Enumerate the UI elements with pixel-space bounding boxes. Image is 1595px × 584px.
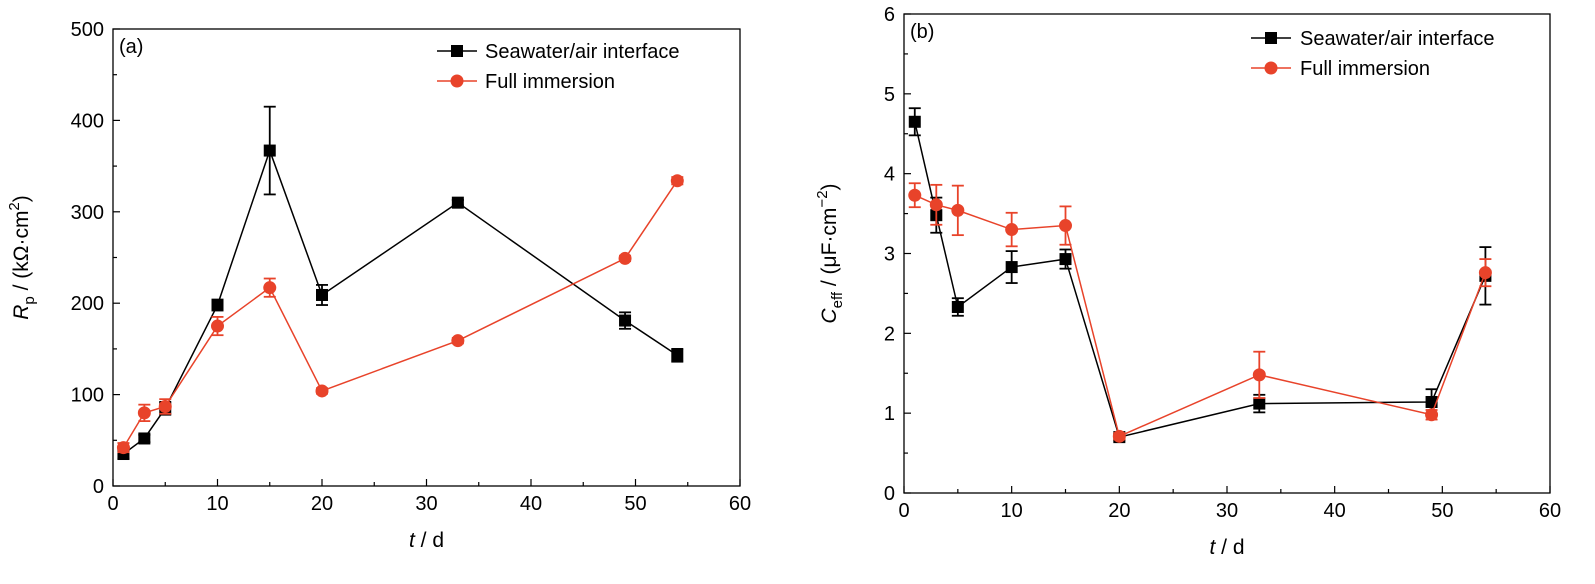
data-point bbox=[1478, 266, 1492, 280]
x-tick-label: 50 bbox=[1431, 500, 1453, 522]
data-point bbox=[671, 349, 684, 362]
x-tick-label: 40 bbox=[520, 493, 542, 515]
data-point bbox=[908, 115, 921, 128]
y-tick-label: 0 bbox=[884, 483, 895, 505]
y-tick-label: 300 bbox=[71, 202, 104, 224]
y-tick-label: 500 bbox=[71, 19, 104, 41]
y-tick-label: 400 bbox=[71, 110, 104, 132]
x-tick-label: 40 bbox=[1324, 500, 1346, 522]
legend-marker bbox=[1265, 32, 1277, 44]
legend-label: Full immersion bbox=[1300, 58, 1430, 80]
series-line bbox=[123, 148, 678, 455]
data-point bbox=[263, 144, 276, 157]
y-tick-label: 200 bbox=[71, 293, 104, 315]
legend-entry: Full immersion bbox=[437, 71, 615, 93]
data-point bbox=[1253, 397, 1266, 410]
y-tick-label: 3 bbox=[884, 244, 895, 266]
x-tick-label: 0 bbox=[107, 493, 118, 515]
series-full-immersion bbox=[908, 182, 1492, 443]
y-axis-title: Ceff / (μF·cm−2) bbox=[814, 183, 846, 323]
x-tick-label: 10 bbox=[206, 493, 228, 515]
y-tick-label: 5 bbox=[884, 84, 895, 106]
series-seawater-air-interface bbox=[908, 107, 1492, 444]
data-point bbox=[1425, 408, 1439, 422]
data-point bbox=[951, 300, 964, 313]
data-point bbox=[929, 198, 943, 212]
x-tick-label: 10 bbox=[1001, 500, 1023, 522]
data-point bbox=[138, 432, 151, 445]
legend-entry: Seawater/air interface bbox=[1251, 28, 1495, 50]
x-tick-label: 20 bbox=[311, 493, 333, 515]
y-tick-label: 1 bbox=[884, 403, 895, 425]
legend-entry: Seawater/air interface bbox=[437, 41, 680, 63]
chart-panel-a: 0 10 20 30 40 50 60 0 100 200 300 400 500 (a) t / d Rp … bbox=[6, 19, 751, 552]
data-point bbox=[1112, 429, 1126, 443]
data-point bbox=[451, 196, 464, 209]
legend-label: Seawater/air interface bbox=[1300, 28, 1495, 50]
x-axis-title: t / d bbox=[409, 529, 444, 552]
series-line bbox=[122, 180, 678, 448]
x-tick-label: 30 bbox=[1216, 500, 1238, 522]
data-point bbox=[158, 399, 172, 413]
legend-marker bbox=[451, 45, 463, 57]
data-point bbox=[211, 299, 224, 312]
y-tick-label: 2 bbox=[884, 323, 895, 345]
data-point bbox=[1005, 261, 1018, 274]
data-point bbox=[116, 441, 130, 455]
legend-marker bbox=[450, 74, 464, 88]
y-tick-label: 100 bbox=[71, 385, 104, 407]
series-line bbox=[914, 194, 1487, 438]
data-point bbox=[908, 188, 922, 202]
data-point bbox=[1059, 253, 1072, 266]
data-point bbox=[451, 334, 465, 348]
legend-marker bbox=[1264, 61, 1278, 75]
x-tick-label: 30 bbox=[415, 493, 437, 515]
data-point bbox=[1252, 368, 1266, 382]
data-point bbox=[670, 174, 684, 188]
panel-label: (b) bbox=[910, 21, 934, 43]
series-full-immersion bbox=[116, 174, 684, 455]
x-tick-label: 20 bbox=[1108, 500, 1130, 522]
data-point bbox=[1005, 223, 1019, 237]
y-axis-title: Rp / (kΩ·cm2) bbox=[6, 195, 38, 320]
plot-frame bbox=[112, 28, 741, 487]
panel-label: (a) bbox=[119, 36, 143, 58]
y-tick-label: 6 bbox=[884, 4, 895, 26]
plot-frame bbox=[903, 13, 1551, 494]
data-point bbox=[315, 384, 329, 398]
x-tick-label: 60 bbox=[1539, 500, 1561, 522]
data-point bbox=[137, 406, 151, 420]
x-tick-label: 50 bbox=[624, 493, 646, 515]
x-tick-label: 0 bbox=[898, 500, 909, 522]
x-axis-title: t / d bbox=[1209, 536, 1244, 559]
data-point bbox=[1059, 219, 1072, 233]
data-point bbox=[263, 281, 277, 295]
data-point bbox=[316, 288, 328, 301]
data-point bbox=[951, 203, 965, 217]
x-tick-label: 60 bbox=[729, 493, 751, 515]
series-line bbox=[914, 121, 1487, 439]
data-point bbox=[619, 314, 632, 327]
series-seawater-air-interface bbox=[117, 105, 684, 461]
data-point bbox=[618, 251, 632, 265]
legend-label: Seawater/air interface bbox=[485, 41, 680, 63]
legend-label: Full immersion bbox=[485, 71, 615, 93]
chart-panel-b: 0 10 20 30 40 50 60 0 1 2 3 4 5 6 (b) t / d Ceff / (μF·c… bbox=[814, 4, 1561, 559]
y-tick-label: 4 bbox=[884, 164, 895, 186]
legend-entry: Full immersion bbox=[1251, 58, 1430, 80]
y-tick-label: 0 bbox=[93, 476, 104, 498]
data-point bbox=[211, 319, 224, 333]
